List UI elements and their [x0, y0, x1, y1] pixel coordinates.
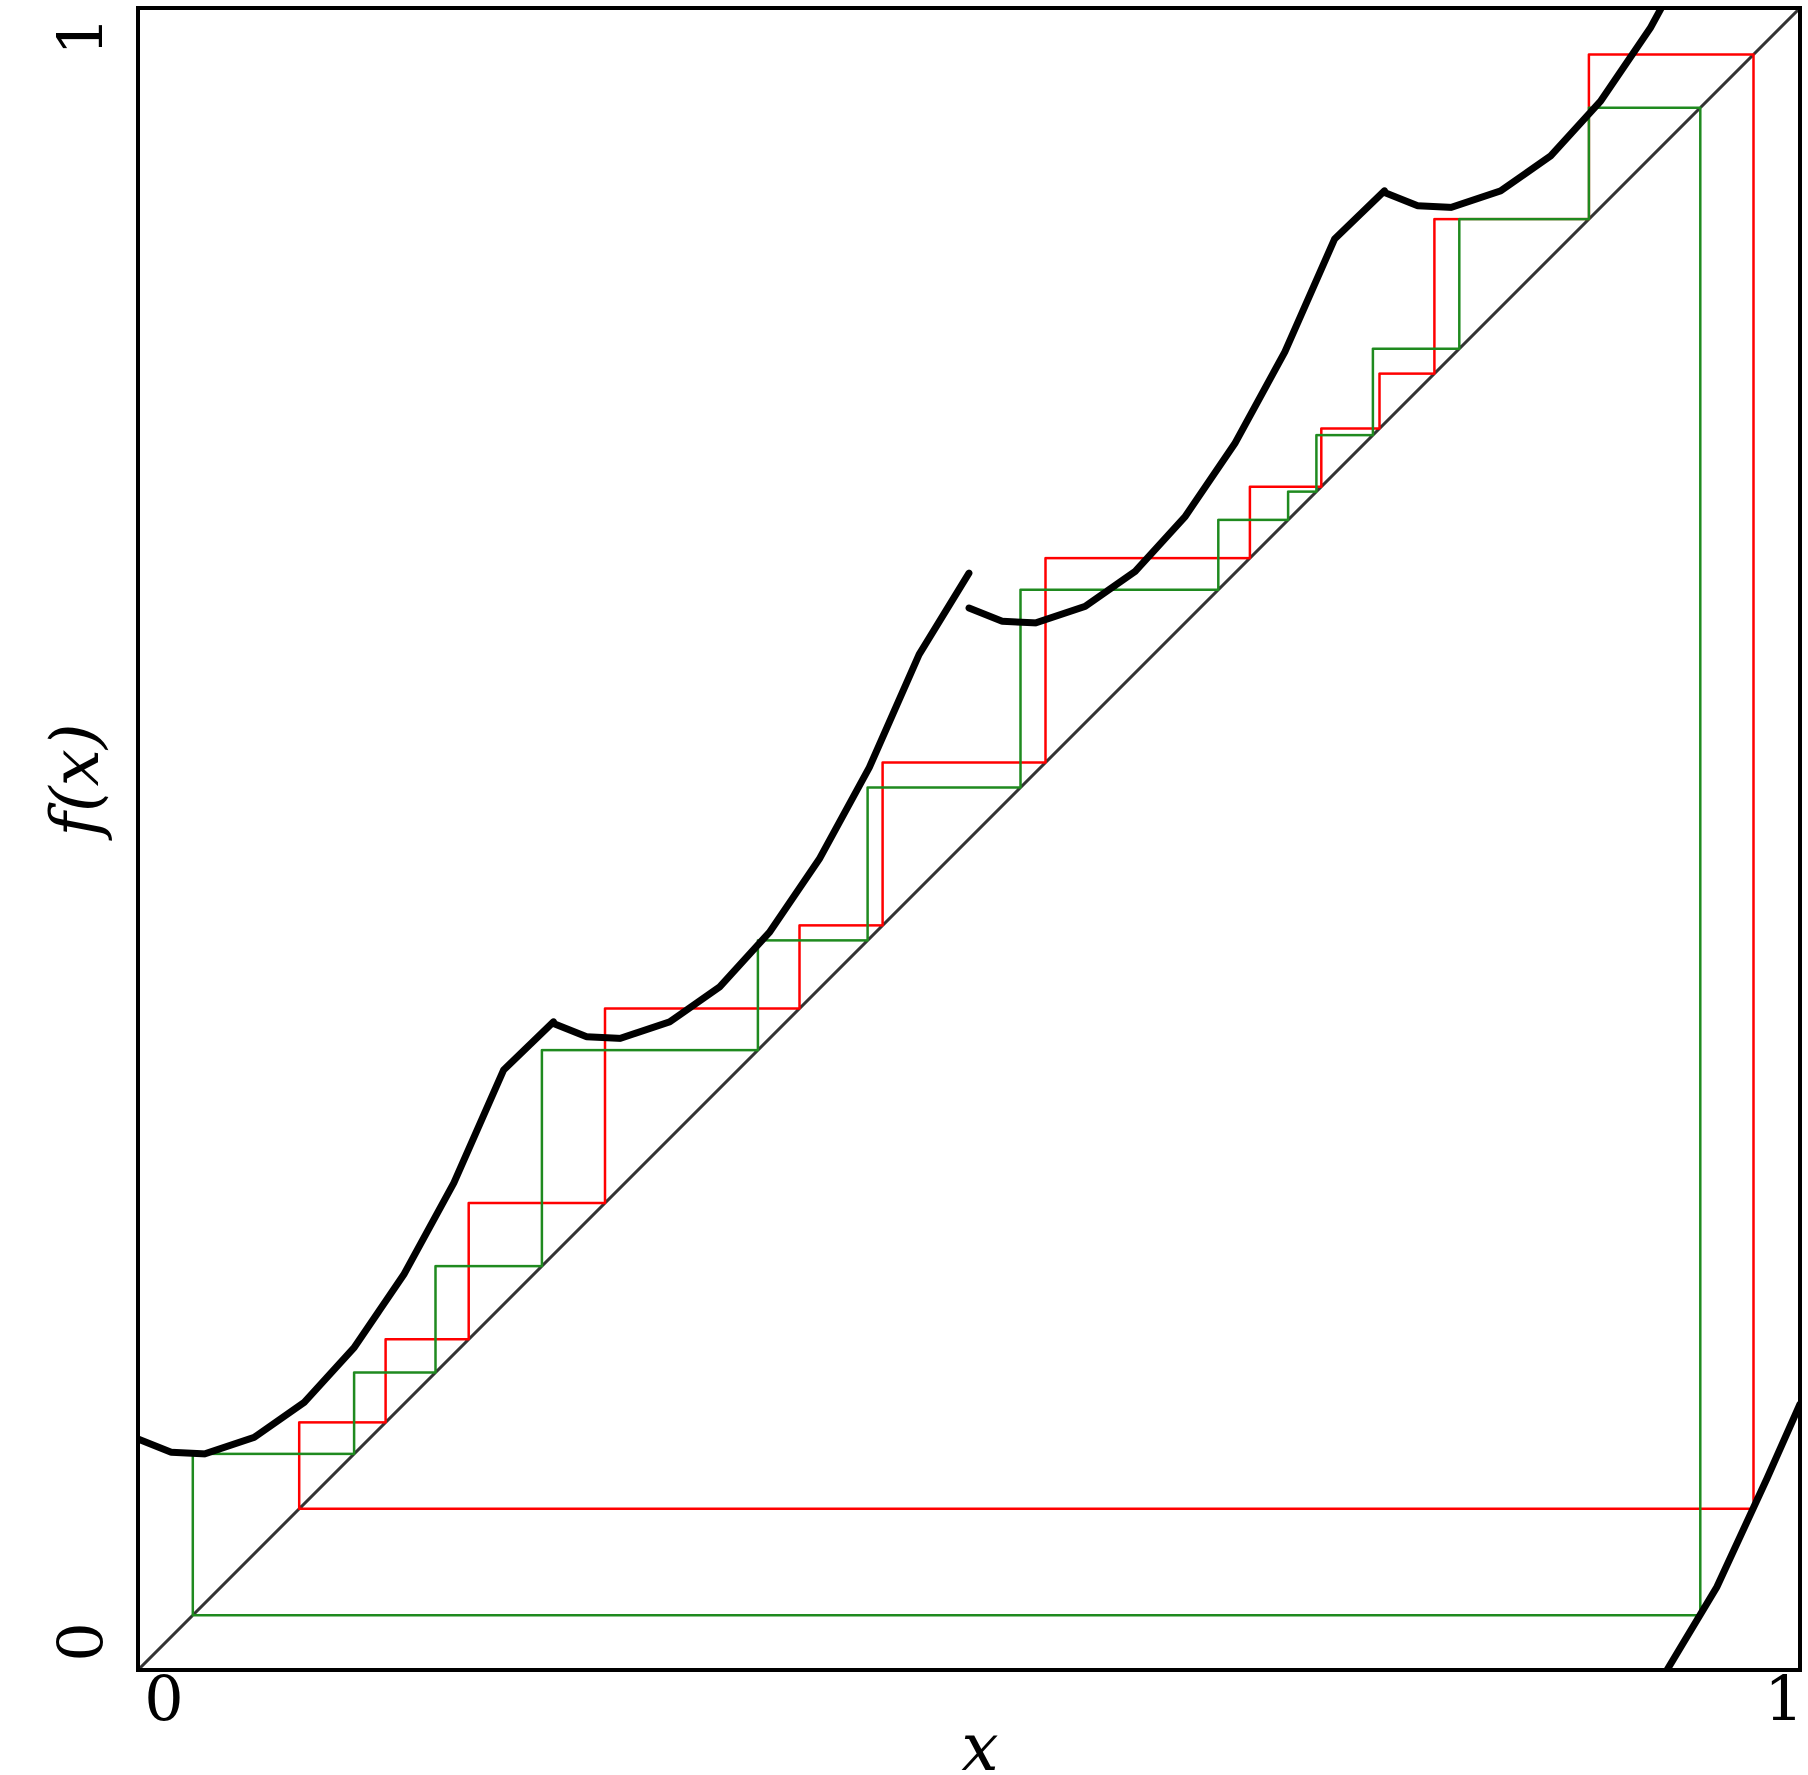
- plot-area: [138, 8, 1800, 1670]
- map-branch-2: [550, 569, 973, 1042]
- cobweb-orbit-red: [297, 53, 1755, 1511]
- map-branch-4: [1381, 8, 1666, 211]
- x-tick-label-1: 1: [1764, 1662, 1803, 1735]
- y-tick-label-1: 1: [44, 16, 117, 55]
- plot-frame: [136, 6, 1802, 1672]
- y-tick-label-0: 0: [44, 1622, 117, 1661]
- map-branch-3: [965, 187, 1388, 627]
- map-branch-5: [1663, 1400, 1800, 1670]
- identity-line: [138, 8, 1800, 1670]
- y-axis-label: f(x): [37, 723, 114, 841]
- x-tick-label-0: 0: [144, 1662, 183, 1735]
- cobweb-orbit-green: [191, 106, 1702, 1617]
- x-axis-label: x: [961, 1709, 998, 1775]
- tick-labels: 0 1 0 1: [44, 16, 1804, 1735]
- map-branch-1: [138, 1018, 557, 1458]
